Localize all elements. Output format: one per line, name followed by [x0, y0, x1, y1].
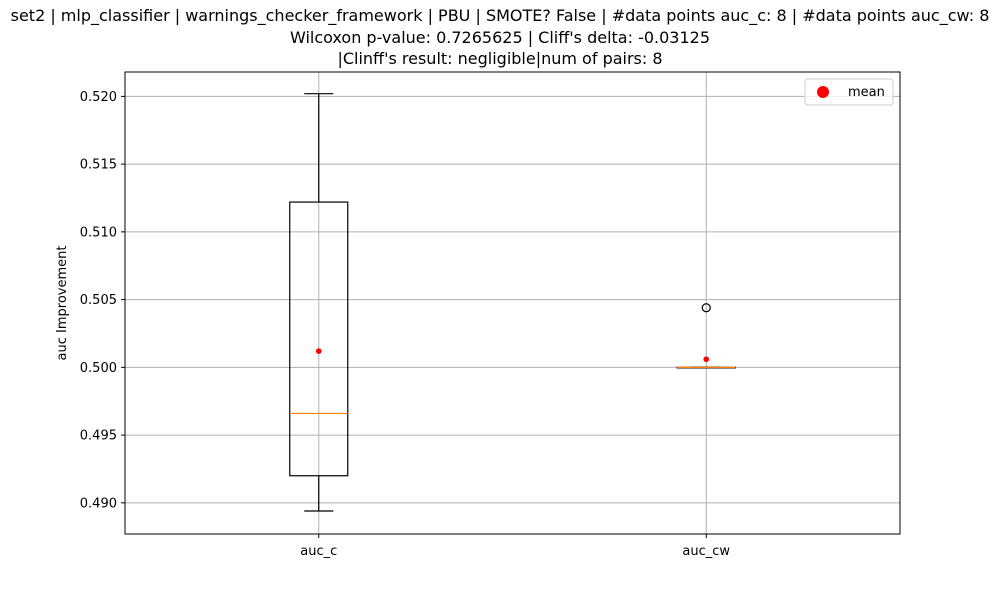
y-tick-label: 0.490: [80, 496, 117, 511]
y-tick-label: 0.500: [80, 361, 117, 376]
y-tick-label: 0.520: [80, 90, 117, 105]
box-series: [289, 93, 736, 512]
legend: mean: [804, 78, 894, 106]
chart-title-line-1: set2 | mlp_classifier | warnings_checker…: [10, 6, 990, 25]
chart-title-line-2: Wilcoxon p-value: 0.7265625 | Cliff's de…: [289, 28, 711, 47]
box-auc_c: [289, 93, 349, 512]
y-tick-label: 0.505: [80, 293, 117, 308]
mean-point: [703, 356, 710, 363]
outlier-point: [701, 303, 711, 313]
grid-lines: [125, 72, 900, 534]
x-tick-label: auc_cw: [682, 544, 730, 559]
box-auc_cw: [676, 303, 736, 369]
y-tick-label: 0.510: [80, 225, 117, 240]
y-tick-label: 0.495: [80, 429, 117, 444]
x-axis: auc_c auc_cw: [300, 534, 730, 559]
y-axis-label: auc Improvement: [55, 246, 70, 361]
x-tick-label: auc_c: [300, 544, 337, 559]
y-axis: 0.490 0.495 0.500 0.505 0.510 0.515 0.520: [80, 90, 125, 511]
mean-point: [315, 348, 322, 354]
legend-mean-marker: [817, 86, 829, 98]
y-tick-label: 0.515: [80, 158, 117, 173]
chart-title-line-3: |Clinff's result: negligible|num of pair…: [337, 49, 663, 68]
legend-mean-label: mean: [848, 85, 885, 100]
legend-box: [804, 78, 894, 106]
box-iqr: [289, 201, 349, 477]
plot-frame: [124, 71, 901, 535]
